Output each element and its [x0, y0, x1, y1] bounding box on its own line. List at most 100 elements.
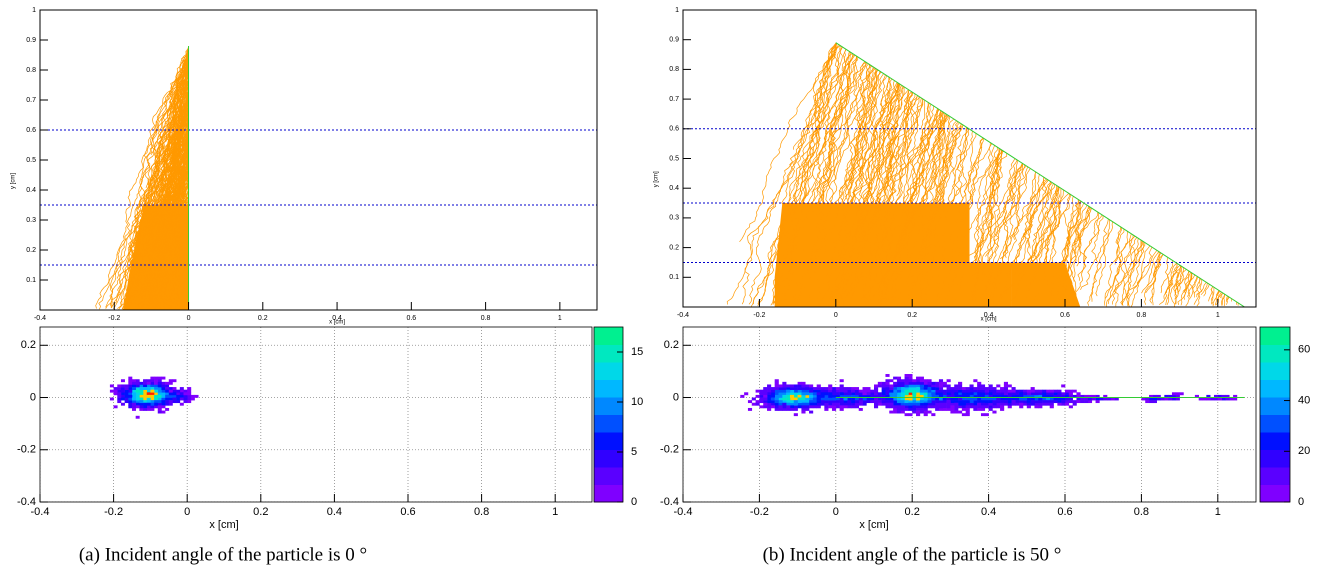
- hit-cell: [1168, 397, 1173, 401]
- hit-cell: [858, 389, 863, 393]
- hit-cell: [835, 402, 840, 406]
- hit-cell: [767, 392, 772, 396]
- hit-cell: [128, 392, 133, 396]
- hit-cell: [774, 397, 779, 401]
- track: [142, 86, 189, 246]
- y-tick-label: 0.9: [669, 37, 679, 44]
- hit-cell: [793, 389, 798, 393]
- hit-cell: [1057, 397, 1062, 401]
- hit-cell: [1019, 397, 1024, 401]
- hit-cell: [1034, 400, 1039, 404]
- hit-cell: [977, 381, 982, 385]
- hit-cell: [809, 389, 814, 393]
- hit-cell: [1221, 397, 1226, 401]
- hit-cell: [900, 405, 905, 409]
- track: [1126, 245, 1151, 306]
- track: [998, 183, 1054, 306]
- hit-cell: [120, 402, 125, 406]
- hit-cell: [1175, 397, 1180, 401]
- hit-cell: [900, 392, 905, 396]
- track: [924, 123, 962, 306]
- hit-cell: [977, 397, 982, 401]
- track: [892, 104, 932, 307]
- track: [105, 61, 189, 308]
- track: [1104, 227, 1122, 299]
- hit-cell: [889, 405, 894, 409]
- hit-cell: [916, 389, 921, 393]
- hit-cell: [1179, 392, 1184, 396]
- hit-cell: [805, 402, 810, 406]
- track: [1221, 292, 1223, 305]
- hit-cell: [854, 405, 860, 409]
- hit-cell: [1030, 387, 1035, 390]
- hit-cell: [816, 402, 821, 406]
- track: [773, 45, 841, 263]
- hit-cell: [1026, 400, 1031, 404]
- hit-cell: [113, 389, 118, 393]
- hit-cell: [984, 400, 989, 404]
- hit-cell: [161, 397, 166, 401]
- hit-cell: [954, 402, 959, 406]
- x-tick-label: 1: [552, 506, 558, 518]
- hit-cell: [931, 392, 936, 396]
- hit-cell: [816, 384, 821, 388]
- hit-cell: [146, 384, 151, 388]
- track: [993, 171, 1037, 306]
- hit-cell: [931, 381, 936, 385]
- hit-cell: [759, 405, 764, 409]
- hit-cell: [778, 405, 783, 409]
- hit-cell: [157, 392, 162, 396]
- hit-cell: [954, 410, 959, 414]
- hit-cell: [1168, 394, 1173, 398]
- hit-cell: [942, 392, 947, 396]
- hit-cell: [950, 407, 955, 411]
- hit-cell: [150, 400, 155, 404]
- hit-cell: [165, 400, 170, 404]
- hit-cell: [168, 379, 173, 383]
- hit-cell: [877, 392, 882, 396]
- hit-cell: [161, 392, 166, 396]
- y-tick-label: 0.3: [26, 217, 36, 224]
- hit-cell: [801, 410, 806, 414]
- hit-cell: [988, 405, 993, 409]
- hit-cell: [143, 394, 148, 398]
- colorbar-band: [594, 344, 623, 363]
- hit-cell: [965, 394, 970, 398]
- hit-cell: [146, 387, 151, 390]
- hit-cell: [969, 384, 974, 388]
- y-axis-label: y [cm]: [11, 173, 17, 189]
- hit-cell: [1007, 405, 1012, 409]
- hit-cell: [161, 402, 166, 406]
- hit-cell: [938, 392, 944, 396]
- hit-cell: [958, 387, 963, 390]
- y-tick-label: -0.2: [660, 444, 679, 456]
- hit-cell: [154, 394, 159, 398]
- track: [1118, 231, 1128, 306]
- hit-cell: [1072, 394, 1077, 398]
- hit-cell: [1026, 392, 1031, 396]
- hit-cell: [179, 389, 184, 393]
- hit-cell: [958, 381, 963, 385]
- hit-cell: [851, 402, 856, 406]
- hit-cell: [912, 381, 917, 385]
- hit-cell: [157, 379, 162, 383]
- hit-cell: [977, 387, 982, 390]
- y-tick-label: 0.2: [21, 339, 36, 351]
- hit-cell: [946, 389, 951, 393]
- track: [1045, 184, 1055, 307]
- hit-cell: [839, 407, 844, 411]
- hit-cell: [801, 400, 806, 404]
- hit-cell: [885, 394, 890, 398]
- hit-cell: [1221, 394, 1226, 398]
- hit-cell: [168, 397, 173, 401]
- hit-cell: [866, 394, 871, 398]
- hit-cell: [973, 387, 978, 390]
- hit-cell: [797, 394, 802, 398]
- hit-cell: [839, 394, 844, 398]
- hit-cell: [916, 405, 921, 409]
- hit-cell: [881, 381, 886, 385]
- hit-cell: [786, 389, 791, 393]
- x-tick-label: 0.4: [332, 315, 342, 322]
- hit-cell: [1145, 397, 1150, 401]
- hit-cell: [1042, 392, 1047, 396]
